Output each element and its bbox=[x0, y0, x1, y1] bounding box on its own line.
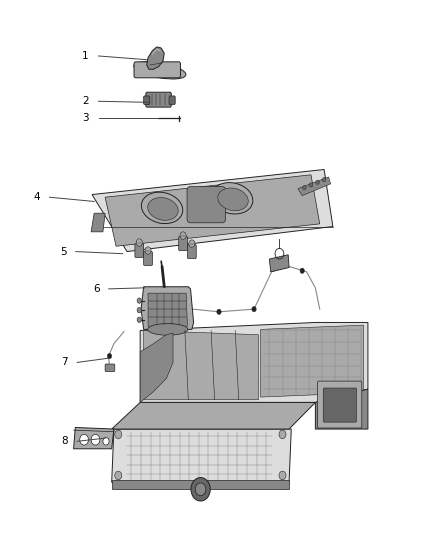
FancyBboxPatch shape bbox=[146, 92, 171, 107]
Polygon shape bbox=[74, 427, 114, 449]
FancyBboxPatch shape bbox=[187, 245, 196, 259]
Circle shape bbox=[136, 239, 142, 246]
Circle shape bbox=[191, 478, 210, 501]
Circle shape bbox=[115, 471, 122, 480]
FancyBboxPatch shape bbox=[135, 244, 144, 257]
Ellipse shape bbox=[148, 198, 178, 220]
Circle shape bbox=[252, 306, 256, 312]
Circle shape bbox=[303, 185, 306, 190]
Circle shape bbox=[279, 430, 286, 439]
Ellipse shape bbox=[218, 188, 248, 211]
Circle shape bbox=[279, 471, 286, 480]
Text: 2: 2 bbox=[82, 96, 89, 106]
Circle shape bbox=[180, 232, 186, 239]
Ellipse shape bbox=[141, 192, 183, 223]
Polygon shape bbox=[315, 389, 368, 429]
Circle shape bbox=[137, 298, 141, 303]
Text: 4: 4 bbox=[34, 192, 41, 202]
FancyBboxPatch shape bbox=[144, 96, 150, 104]
FancyBboxPatch shape bbox=[134, 62, 180, 78]
FancyBboxPatch shape bbox=[179, 237, 187, 251]
Polygon shape bbox=[112, 429, 291, 482]
FancyBboxPatch shape bbox=[169, 96, 175, 104]
Ellipse shape bbox=[212, 183, 253, 214]
Circle shape bbox=[107, 353, 112, 359]
FancyBboxPatch shape bbox=[318, 381, 362, 428]
Circle shape bbox=[189, 240, 195, 247]
Polygon shape bbox=[148, 293, 187, 326]
Ellipse shape bbox=[148, 324, 188, 335]
Polygon shape bbox=[141, 287, 194, 329]
FancyBboxPatch shape bbox=[187, 187, 226, 223]
Circle shape bbox=[103, 438, 109, 445]
Circle shape bbox=[217, 309, 221, 314]
Polygon shape bbox=[144, 330, 258, 400]
Polygon shape bbox=[269, 255, 289, 272]
Polygon shape bbox=[140, 322, 368, 402]
Circle shape bbox=[137, 308, 141, 313]
Polygon shape bbox=[91, 213, 105, 232]
Polygon shape bbox=[147, 47, 164, 69]
Polygon shape bbox=[112, 480, 289, 489]
Polygon shape bbox=[261, 325, 364, 397]
Ellipse shape bbox=[134, 62, 186, 79]
Circle shape bbox=[195, 483, 206, 496]
Polygon shape bbox=[105, 175, 320, 246]
Circle shape bbox=[80, 434, 88, 445]
Polygon shape bbox=[298, 177, 331, 196]
FancyBboxPatch shape bbox=[105, 364, 115, 372]
Text: 6: 6 bbox=[93, 284, 100, 294]
Circle shape bbox=[91, 434, 100, 445]
Circle shape bbox=[316, 180, 319, 184]
Circle shape bbox=[137, 317, 141, 322]
FancyBboxPatch shape bbox=[144, 252, 152, 265]
Text: 8: 8 bbox=[61, 437, 68, 446]
Text: 7: 7 bbox=[61, 358, 68, 367]
Text: 3: 3 bbox=[82, 114, 89, 123]
Polygon shape bbox=[140, 333, 173, 402]
Polygon shape bbox=[92, 169, 333, 252]
Text: 1: 1 bbox=[82, 51, 89, 61]
Text: 5: 5 bbox=[60, 247, 67, 256]
Polygon shape bbox=[112, 402, 315, 429]
Circle shape bbox=[309, 183, 313, 187]
Circle shape bbox=[322, 177, 326, 182]
Circle shape bbox=[145, 247, 151, 254]
FancyBboxPatch shape bbox=[323, 388, 357, 422]
Circle shape bbox=[300, 268, 304, 273]
Circle shape bbox=[115, 430, 122, 439]
